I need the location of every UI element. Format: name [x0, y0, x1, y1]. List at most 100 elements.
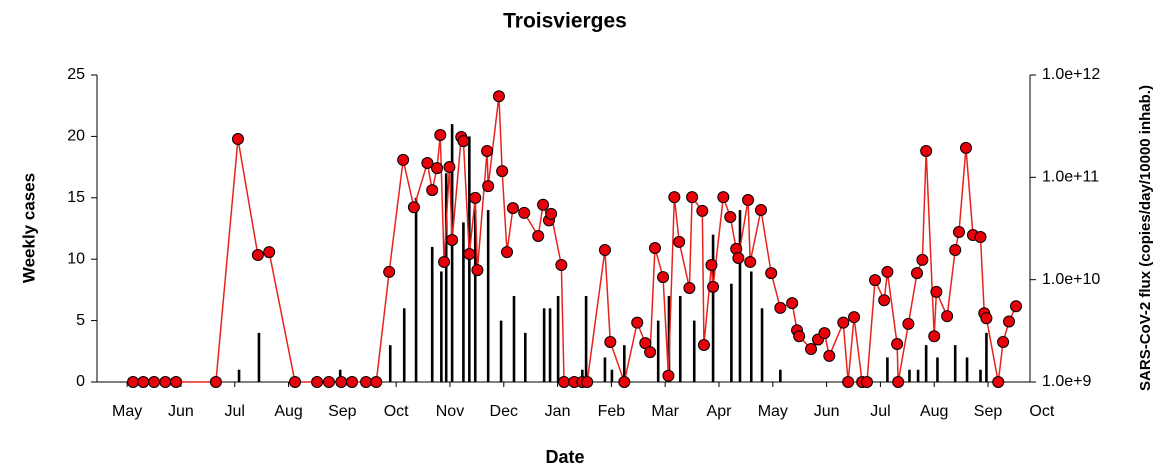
- x-tick-label: Jul: [225, 403, 245, 420]
- flux-marker: [644, 346, 657, 359]
- bar: [523, 332, 527, 382]
- x-tick-label: Nov: [436, 403, 464, 420]
- bar: [760, 308, 764, 382]
- y-axis-label: Weekly cases: [19, 173, 38, 283]
- flux-marker: [501, 246, 514, 259]
- bar: [257, 332, 261, 382]
- x-tick-label: Aug: [920, 403, 948, 420]
- bar: [965, 357, 969, 382]
- flux-marker: [431, 162, 444, 175]
- flux-marker: [148, 376, 161, 388]
- flux-marker: [818, 327, 831, 340]
- flux-marker: [426, 184, 439, 197]
- flux-marker: [289, 376, 302, 388]
- flux-marker: [159, 376, 172, 388]
- bar: [916, 369, 920, 382]
- flux-marker: [1003, 315, 1016, 328]
- flux-marker: [668, 191, 681, 204]
- flux-marker: [496, 165, 509, 178]
- bar: [603, 357, 607, 382]
- x-tick-label: Sep: [328, 403, 357, 420]
- bar: [936, 357, 939, 382]
- bar: [692, 320, 696, 382]
- bar: [985, 332, 988, 382]
- bar: [749, 271, 753, 382]
- flux-marker: [631, 316, 644, 329]
- x-tick-label: Dec: [490, 403, 518, 420]
- flux-marker: [980, 312, 993, 325]
- flux-marker: [930, 285, 943, 298]
- flux-marker: [697, 338, 710, 351]
- bar: [548, 308, 552, 382]
- flux-marker: [170, 376, 183, 388]
- flux-marker: [916, 253, 929, 266]
- y2-tick-label: 1.0e+12: [1042, 66, 1100, 83]
- x-tick-label: Mar: [651, 403, 679, 420]
- flux-marker: [662, 369, 675, 382]
- flux-marker: [598, 243, 611, 256]
- flux-marker: [648, 241, 661, 254]
- flux-marker: [481, 144, 494, 157]
- x-tick-label: Apr: [707, 403, 733, 420]
- flux-marker: [311, 376, 324, 388]
- flux-marker: [231, 132, 244, 145]
- flux-marker: [446, 234, 459, 247]
- bar: [440, 271, 443, 382]
- flux-marker: [558, 376, 571, 388]
- flux-marker: [457, 135, 470, 148]
- flux-marker: [869, 274, 882, 287]
- flux-marker: [952, 226, 965, 239]
- flux-marker: [618, 376, 631, 388]
- bar: [711, 234, 715, 382]
- bar: [584, 296, 588, 382]
- flux-marker: [941, 310, 954, 323]
- bar: [738, 210, 742, 382]
- flux-marker: [786, 297, 799, 310]
- bar: [512, 296, 516, 382]
- bar: [556, 296, 560, 382]
- bar: [610, 369, 614, 382]
- flux-marker: [793, 330, 806, 343]
- flux-marker: [581, 376, 594, 388]
- flux-marker: [421, 157, 434, 170]
- bar: [338, 369, 342, 382]
- y-tick-label: 5: [76, 312, 85, 329]
- flux-marker: [686, 191, 699, 204]
- x-tick-label: May: [112, 403, 142, 420]
- bar: [450, 124, 454, 383]
- bar: [542, 308, 546, 382]
- flux-marker: [707, 280, 720, 293]
- bar: [499, 320, 503, 382]
- flux-marker: [959, 141, 972, 154]
- flux-marker: [263, 246, 276, 259]
- flux-marker: [1010, 300, 1023, 313]
- bar: [908, 369, 911, 382]
- flux-marker: [848, 311, 861, 324]
- flux-marker: [532, 230, 545, 243]
- y-tick-label: 15: [67, 189, 85, 206]
- x-axis-label: Date: [545, 447, 584, 467]
- flux-marker: [744, 255, 757, 268]
- flux-marker: [673, 235, 686, 248]
- flux-marker: [346, 376, 359, 388]
- flux-marker: [742, 194, 755, 207]
- flux-marker: [949, 243, 962, 256]
- flux-marker: [657, 271, 670, 284]
- x-tick-label: Feb: [598, 403, 626, 420]
- x-tick-label: May: [758, 403, 788, 420]
- flux-marker: [928, 330, 941, 343]
- flux-marker: [251, 249, 264, 262]
- bar: [730, 283, 733, 382]
- bar: [779, 369, 782, 382]
- bar: [473, 210, 477, 382]
- flux-marker: [492, 90, 505, 103]
- flux-marker: [992, 376, 1005, 388]
- flux-marker: [537, 198, 550, 211]
- flux-marker: [443, 161, 456, 174]
- flux-marker: [335, 376, 348, 388]
- flux-line: [133, 96, 1017, 385]
- flux-marker: [911, 267, 924, 280]
- flux-marker: [370, 376, 383, 388]
- flux-marker: [407, 201, 420, 214]
